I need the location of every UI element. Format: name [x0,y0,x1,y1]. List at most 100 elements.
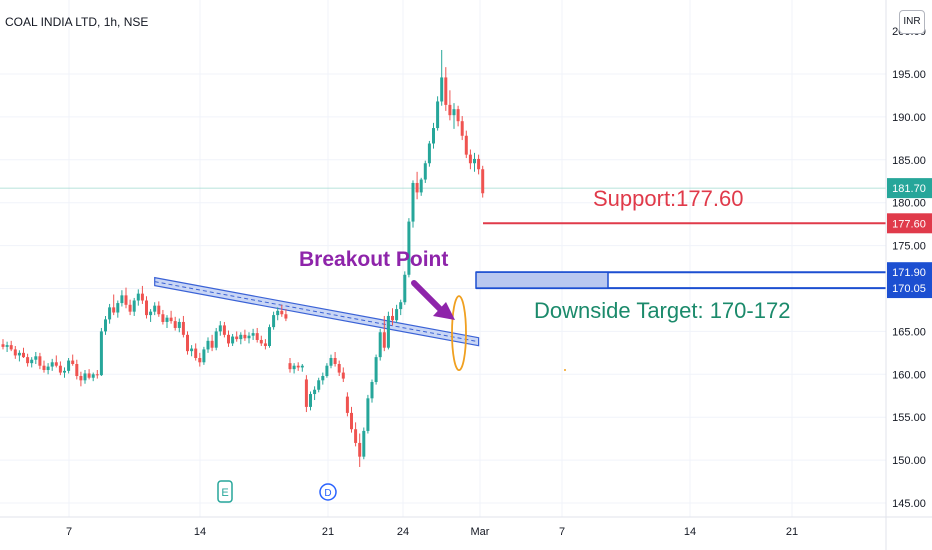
candle-body [173,321,177,328]
candle [292,363,296,374]
price-label-text: 171.90 [892,267,926,279]
price-label-bg [887,278,932,299]
candle-body [251,333,255,336]
candle [288,357,292,373]
candle-body [38,356,42,366]
candle-body [153,305,157,312]
candle-body [34,356,38,360]
candle-body [83,373,87,381]
target-zone-box [475,271,609,289]
candle-body [99,331,103,376]
currency-button[interactable]: INR [899,10,925,34]
x-tick-label: 14 [194,526,206,538]
x-tick-label: 7 [66,526,72,538]
candle [95,370,99,379]
candle-body [366,398,370,431]
candle [71,354,75,366]
candle-body [149,311,153,316]
candle-body [411,182,415,222]
candle [22,347,25,358]
candle-body [329,357,333,366]
candle-body [464,135,468,155]
candle [296,362,300,371]
candle-body [370,382,374,399]
candle [448,90,452,121]
candle [468,149,472,170]
arrow-head [433,302,455,320]
candle [91,372,95,382]
x-axis: 7 14 21 24 Mar 7 14 21 [66,526,798,538]
candle-body [186,334,189,352]
candle-body [235,336,239,340]
candle-body [120,295,124,304]
candle-body [477,158,481,170]
candle [427,140,431,167]
earnings-marker: E [217,480,233,503]
candle [460,116,464,141]
candle-body [243,334,247,339]
candle-body [403,274,407,303]
candle [87,369,91,380]
candle-body [132,300,136,312]
candle [202,346,206,365]
candle-body [300,365,304,368]
candle-body [181,321,185,335]
candle [280,304,284,317]
candle-body [75,364,79,377]
candle-body [116,303,120,313]
candle [194,343,198,361]
candle [5,341,9,352]
candle [374,354,378,385]
candle [222,321,226,338]
candle-body [280,310,284,315]
candle [75,359,79,380]
candle-body [140,293,144,301]
candle [153,302,157,316]
candle-body [268,327,271,346]
candle-body [79,376,83,381]
candle [313,386,317,401]
candle-body [415,182,419,193]
candle [99,327,103,377]
candle [190,345,194,357]
candle [177,318,181,333]
candle [243,329,247,341]
candle-body [128,304,132,312]
candle-body [222,325,226,335]
candle [378,328,382,361]
candle-body [157,305,161,315]
candle-body [17,352,21,356]
candle-body [325,365,329,377]
channel-midline [154,281,479,343]
x-tick-label: 7 [559,526,565,538]
candle [309,391,312,411]
candle [350,406,353,433]
y-tick-label: 165.00 [892,326,926,338]
candle [120,290,124,307]
earnings-marker-label: E [221,487,228,499]
y-tick-label: 190.00 [892,112,926,124]
candle [391,308,394,326]
candle-body [259,339,263,344]
candle [46,363,50,375]
x-tick-label: 21 [322,526,334,538]
candle [255,327,259,343]
candle-body [452,109,456,116]
candle-body [1,344,5,347]
candle [124,287,128,309]
y-tick-label: 195.00 [892,69,926,81]
candles [1,49,485,467]
dividend-marker-label: D [324,488,331,499]
dividend-marker-circle [319,483,337,501]
candle-body [165,317,169,322]
y-tick-label: 155.00 [892,412,926,424]
candle-body [161,314,165,322]
candle-body [358,442,362,457]
candle [304,375,308,413]
candle-body [63,370,66,373]
y-tick-label: 160.00 [892,369,926,381]
price-label-target: 170.05 [887,278,932,299]
candle [407,218,411,278]
candle-body [30,359,34,364]
